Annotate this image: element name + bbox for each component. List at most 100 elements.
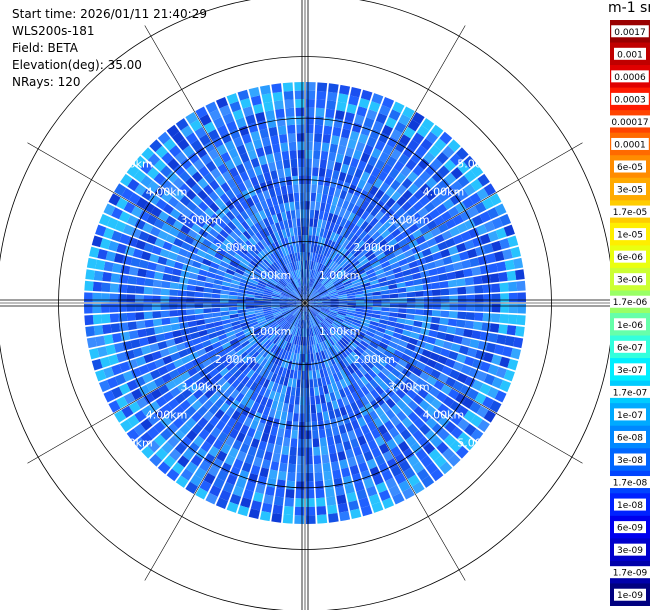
- range-gate: [271, 513, 282, 523]
- range-gate: [91, 235, 103, 248]
- range-gate: [337, 292, 347, 296]
- range-gate: [443, 159, 457, 172]
- range-gate: [317, 360, 323, 370]
- range-gate: [481, 274, 491, 284]
- range-gate: [109, 283, 119, 293]
- range-gate: [387, 279, 397, 285]
- range-gate: [131, 205, 143, 218]
- range-gate: [318, 288, 327, 294]
- range-gate: [303, 294, 305, 301]
- range-gate: [238, 337, 248, 345]
- range-gate: [321, 301, 331, 303]
- range-gate: [385, 197, 396, 208]
- range-gate: [338, 294, 347, 298]
- range-gate: [250, 157, 260, 168]
- range-gate: [293, 370, 298, 380]
- range-gate: [318, 342, 324, 352]
- range-gate: [133, 169, 146, 183]
- range-gate: [228, 147, 239, 159]
- range-gate: [138, 337, 149, 347]
- range-gate: [212, 372, 223, 383]
- range-gate: [312, 295, 321, 300]
- range-gate: [211, 257, 222, 265]
- range-gate: [382, 163, 393, 175]
- range-gate: [256, 316, 266, 322]
- range-gate: [281, 385, 287, 395]
- range-gate: [456, 222, 468, 234]
- range-gate: [359, 275, 369, 282]
- range-gate: [401, 417, 413, 429]
- range-gate: [133, 423, 146, 437]
- range-gate: [254, 374, 263, 384]
- range-gate: [288, 325, 294, 334]
- range-gate: [330, 261, 337, 270]
- range-gate: [339, 217, 348, 228]
- range-gate: [349, 340, 358, 349]
- range-gate: [280, 293, 290, 298]
- range-gate: [323, 349, 329, 359]
- range-gate: [415, 361, 426, 371]
- range-gate: [381, 303, 390, 308]
- range-gate: [302, 294, 305, 301]
- range-gate: [268, 469, 278, 480]
- range-gate: [237, 372, 246, 383]
- range-gate: [398, 308, 407, 314]
- range-gate: [408, 372, 419, 383]
- range-gate: [291, 429, 298, 439]
- range-gate: [222, 481, 235, 494]
- range-gate: [428, 448, 441, 462]
- range-gate: [310, 243, 315, 253]
- range-gate: [214, 345, 224, 354]
- range-gate: [377, 225, 387, 235]
- range-gate: [274, 409, 282, 420]
- range-gate: [158, 384, 170, 396]
- range-gate: [321, 303, 331, 305]
- colorbar-tick-label: 3e-07: [617, 366, 643, 376]
- range-gate: [302, 260, 305, 270]
- range-gate: [300, 387, 305, 397]
- range-gate: [374, 454, 386, 466]
- range-gate: [254, 303, 263, 306]
- range-gate: [239, 233, 248, 243]
- range-gate: [390, 148, 402, 161]
- range-gate: [169, 310, 179, 317]
- range-gate: [353, 249, 362, 258]
- range-gate: [474, 201, 487, 214]
- range-gate: [314, 281, 320, 290]
- range-gate: [328, 289, 337, 294]
- range-gate: [412, 229, 423, 239]
- range-gate: [214, 252, 224, 261]
- range-gate: [184, 218, 195, 229]
- range-gate: [296, 303, 303, 304]
- range-gate: [262, 369, 270, 379]
- range-gate: [362, 351, 371, 360]
- range-gate: [365, 360, 375, 369]
- range-gate: [487, 230, 499, 242]
- range-gate: [123, 201, 136, 214]
- range-gate: [316, 82, 328, 92]
- range-gate: [320, 322, 327, 331]
- range-gate: [292, 291, 299, 298]
- range-gate: [315, 480, 324, 490]
- range-gate: [371, 365, 381, 375]
- range-gate: [267, 215, 275, 226]
- range-gate: [273, 100, 284, 110]
- range-gate: [220, 298, 229, 303]
- range-gate: [235, 268, 245, 276]
- range-gate: [414, 314, 424, 322]
- range-gate: [149, 343, 160, 353]
- range-gate: [349, 257, 358, 266]
- range-gate: [255, 287, 265, 292]
- range-gate: [180, 224, 191, 235]
- range-gate: [305, 353, 308, 363]
- range-gate: [442, 340, 453, 350]
- range-gate: [263, 308, 272, 312]
- range-gate: [312, 335, 316, 345]
- range-gate: [265, 285, 274, 291]
- range-gate: [171, 462, 185, 475]
- range-gate: [356, 357, 365, 366]
- polar-grid: [0, 0, 610, 610]
- range-gate: [193, 435, 205, 447]
- range-gate: [373, 264, 383, 272]
- range-gate: [354, 168, 364, 179]
